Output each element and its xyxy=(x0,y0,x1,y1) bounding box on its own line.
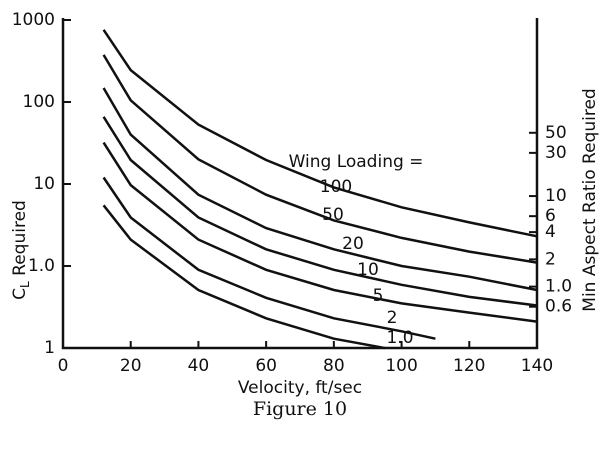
x-tick-label: 60 xyxy=(255,356,277,376)
curve-label: 2 xyxy=(387,308,398,328)
x-tick-label: 120 xyxy=(453,356,485,376)
curve xyxy=(102,29,538,238)
curve-label: 100 xyxy=(320,177,352,197)
y-axis-label: CL Required xyxy=(10,200,32,300)
y-tick-label: 1 xyxy=(44,338,55,358)
x-tick-label: 80 xyxy=(323,356,345,376)
curve-label: 50 xyxy=(322,205,344,225)
annotation: Wing Loading = xyxy=(289,152,424,172)
y-tick-label: 1.0 xyxy=(28,256,55,276)
curve-label: 5 xyxy=(373,286,384,306)
y-label-rest: Required xyxy=(10,200,30,281)
curve xyxy=(102,176,436,340)
x-tick-label: 20 xyxy=(120,356,142,376)
y2-axis-label: Min Aspect Ratio Required xyxy=(580,88,600,311)
y2-tick-label: 6 xyxy=(545,206,556,226)
chart-title: Figure 10 xyxy=(253,398,347,420)
y2-tick-label: 0.6 xyxy=(545,297,572,317)
curve xyxy=(102,116,538,307)
y-label-sub: L xyxy=(18,281,32,288)
y2-tick-label: 2 xyxy=(545,249,556,269)
y2-tick-label: 4 xyxy=(545,222,556,242)
curve xyxy=(102,54,538,264)
y2-tick-label: 1.0 xyxy=(545,277,572,297)
y-label-main: C xyxy=(10,288,30,300)
x-axis-label: Velocity, ft/sec xyxy=(238,378,362,398)
y-tick-label: 1000 xyxy=(12,10,55,30)
curve xyxy=(102,204,385,350)
axes-frame xyxy=(61,18,539,350)
y2-tick-label: 30 xyxy=(545,143,567,163)
y2-tick-label: 10 xyxy=(545,186,567,206)
y2-tick-label: 50 xyxy=(545,123,567,143)
y-tick-label: 100 xyxy=(23,92,55,112)
curve xyxy=(102,87,538,292)
x-tick-label: 40 xyxy=(188,356,210,376)
x-tick-label: 100 xyxy=(385,356,417,376)
x-tick-label: 140 xyxy=(521,356,553,376)
curve-label: 10 xyxy=(357,260,379,280)
x-tick-label: 0 xyxy=(58,356,69,376)
curve-label: 20 xyxy=(342,234,364,254)
curve xyxy=(102,141,538,323)
curve-label: 1.0 xyxy=(386,328,413,348)
y-tick-label: 10 xyxy=(33,174,55,194)
